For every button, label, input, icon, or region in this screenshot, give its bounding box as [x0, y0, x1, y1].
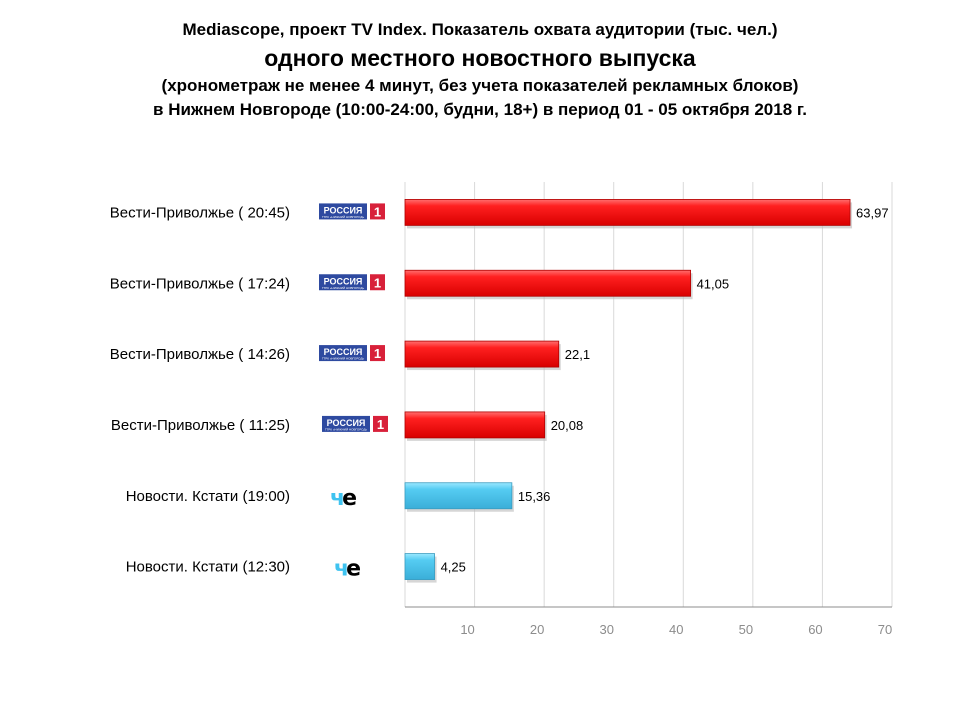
russia1-logo-number-box: [370, 203, 385, 220]
value-label: 41,05: [697, 276, 730, 291]
russia1-logo-number: 1: [374, 204, 381, 219]
x-tick-label: 40: [669, 622, 683, 637]
russia1-logo-text: РОССИЯ: [324, 347, 363, 357]
russia1-logo-subtext: ГТРК «НИЖНИЙ НОВГОРОД»: [325, 427, 368, 431]
chart-title: Mediascope, проект TV Index. Показатель …: [0, 18, 960, 122]
russia1-logo: [319, 274, 367, 291]
value-label: 22,1: [565, 347, 590, 362]
russia1-logo: [322, 415, 370, 432]
russia1-logo-subtext: ГТРК «НИЖНИЙ НОВГОРОД»: [322, 215, 365, 219]
category-label: Новости. Кстати (19:00): [126, 488, 290, 505]
title-line-4: в Нижнем Новгороде (10:00-24:00, будни, …: [153, 100, 807, 119]
russia1-logo-subtext: ГТРК «НИЖНИЙ НОВГОРОД»: [322, 286, 365, 290]
bar: [404, 411, 546, 439]
value-label: 4,25: [441, 560, 466, 575]
x-tick-label: 60: [808, 622, 822, 637]
russia1-logo-text: РОССИЯ: [324, 276, 363, 286]
russia1-logo-number: 1: [377, 417, 384, 432]
x-tick-label: 30: [599, 622, 613, 637]
value-label: 15,36: [518, 489, 551, 504]
russia1-logo-text: РОССИЯ: [327, 418, 366, 428]
x-tick-label: 70: [878, 622, 892, 637]
title-line-3: (хронометраж не менее 4 минут, без учета…: [161, 76, 799, 95]
x-tick-label: 50: [739, 622, 753, 637]
russia1-logo-text: РОССИЯ: [324, 205, 363, 215]
category-label: Вести-Приволжье ( 17:24): [110, 275, 290, 292]
title-line-2: одного местного новостного выпуска: [264, 45, 696, 71]
bar: [404, 199, 851, 226]
title-line-1: Mediascope, проект TV Index. Показатель …: [182, 20, 778, 39]
russia1-logo-number-box: [370, 274, 385, 291]
russia1-logo-number: 1: [374, 275, 381, 290]
che-logo: че: [330, 486, 357, 511]
bar: [404, 340, 560, 368]
che-logo: че: [334, 557, 361, 582]
category-label: Вести-Приволжье ( 20:45): [110, 204, 290, 221]
russia1-logo: [319, 203, 367, 220]
value-label: 20,08: [551, 418, 584, 433]
russia1-logo-number-box: [373, 415, 388, 432]
russia1-logo-number-box: [370, 345, 385, 362]
x-tick-label: 20: [530, 622, 544, 637]
russia1-logo: [319, 345, 367, 362]
category-label: Новости. Кстати (12:30): [126, 559, 290, 576]
category-label: Вести-Приволжье ( 14:26): [110, 346, 290, 363]
category-label: Вести-Приволжье ( 11:25): [111, 417, 290, 434]
bar: [404, 482, 513, 510]
russia1-logo-number: 1: [374, 346, 381, 361]
bar: [404, 269, 691, 297]
x-tick-label: 10: [460, 622, 474, 637]
russia1-logo-subtext: ГТРК «НИЖНИЙ НОВГОРОД»: [322, 357, 365, 361]
bar: [404, 553, 435, 580]
value-label: 63,97: [856, 205, 889, 220]
